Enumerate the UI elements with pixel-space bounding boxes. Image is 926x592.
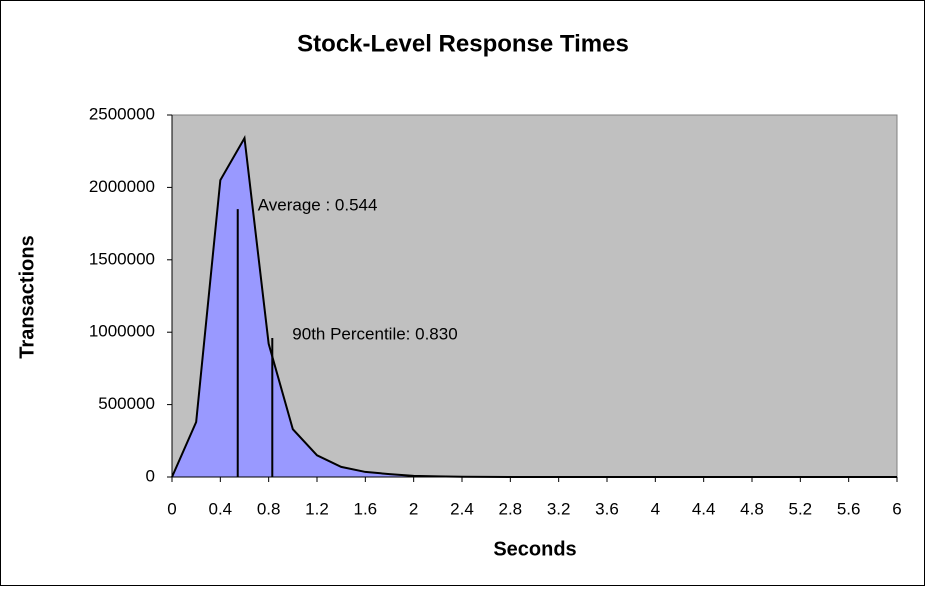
x-tick-label: 0.8 xyxy=(257,499,281,518)
chart-title: Stock-Level Response Times xyxy=(297,30,629,57)
x-tick-label: 4.8 xyxy=(740,499,764,518)
y-tick-label: 2000000 xyxy=(89,177,155,196)
x-tick-label: 3.6 xyxy=(595,499,619,518)
x-axis-title: Seconds xyxy=(493,538,576,560)
y-tick-label: 2500000 xyxy=(89,104,155,123)
x-tick-label: 2 xyxy=(409,499,418,518)
x-tick-label: 4 xyxy=(651,499,660,518)
x-tick-label: 2.8 xyxy=(499,499,523,518)
x-tick-label: 3.2 xyxy=(547,499,571,518)
x-tick-label: 6 xyxy=(892,499,901,518)
x-tick-label: 1.6 xyxy=(354,499,378,518)
plot-area xyxy=(171,114,898,478)
x-tick-label: 0.4 xyxy=(209,499,233,518)
x-tick-label: 0 xyxy=(167,499,176,518)
y-tick-label: 1500000 xyxy=(89,249,155,268)
marker-label: Average : 0.544 xyxy=(258,196,378,215)
x-tick-label: 1.2 xyxy=(305,499,329,518)
x-tick-label: 5.2 xyxy=(789,499,813,518)
area xyxy=(172,138,897,477)
marker-label: 90th Percentile: 0.830 xyxy=(292,324,457,343)
x-tick-label: 5.6 xyxy=(837,499,861,518)
y-tick-label: 500000 xyxy=(98,394,155,413)
x-tick-label: 2.4 xyxy=(450,499,474,518)
y-tick-label: 0 xyxy=(146,466,155,485)
y-tick-label: 1000000 xyxy=(89,322,155,341)
y-axis-title: Transactions xyxy=(16,235,38,358)
x-tick-label: 4.4 xyxy=(692,499,716,518)
